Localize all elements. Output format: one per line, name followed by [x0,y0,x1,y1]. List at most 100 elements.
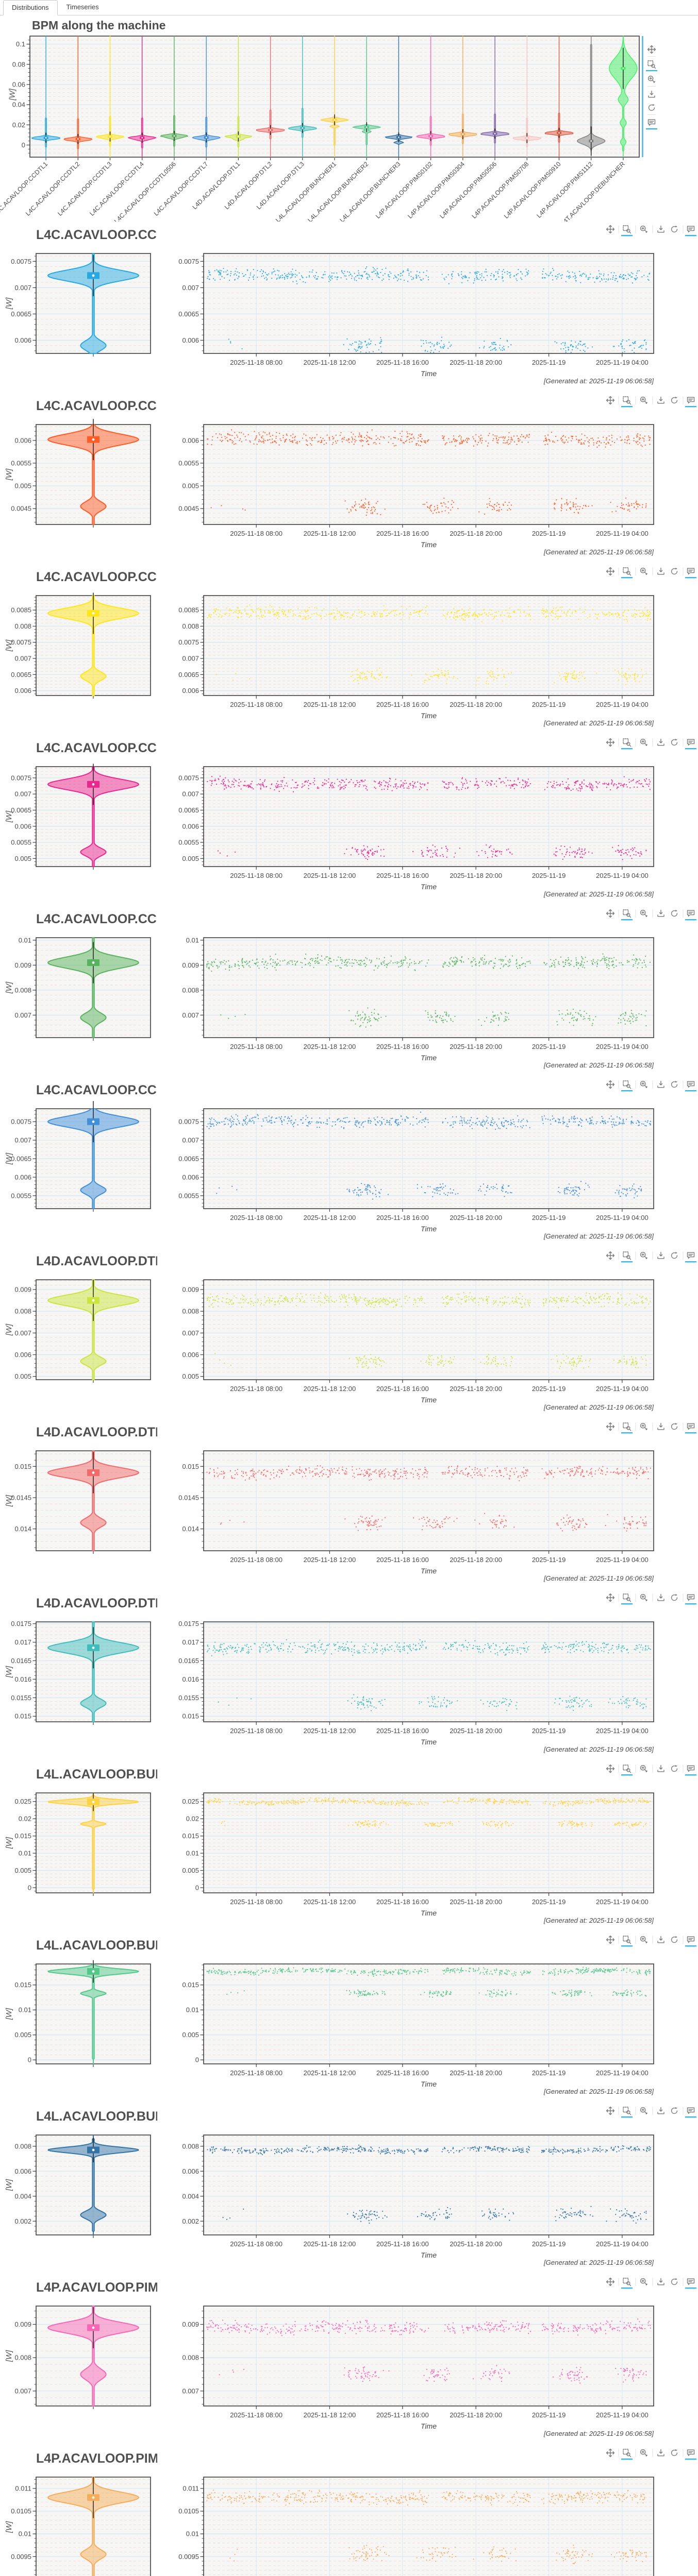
pan-icon[interactable] [606,1593,615,1602]
violin-chart[interactable]: 0.015 0.01 0.005 0 [W] [5,1960,151,2067]
download-icon[interactable] [657,225,664,233]
reset-axes-icon[interactable] [671,2107,678,2114]
box-zoom-icon[interactable] [621,2278,633,2289]
reset-axes-icon[interactable] [671,567,678,575]
pan-icon[interactable] [606,909,615,918]
reset-axes-icon[interactable] [671,1936,678,1943]
hover-tooltip-icon[interactable] [685,2107,696,2118]
hover-tooltip-icon[interactable] [685,2449,696,2460]
box-zoom-icon[interactable] [621,909,633,921]
pan-icon[interactable] [647,45,656,54]
violin-chart[interactable]: 0.0175 0.017 0.0165 0.016 0.0155 0.015 [W] [5,1620,151,1725]
timeseries-chart[interactable]: 0.0075 0.007 0.0065 0.006 0.0055 2025-11-18 0… [178,1108,654,1240]
tab-distributions[interactable]: Distributions [3,0,58,15]
reset-axes-icon[interactable] [671,738,678,746]
download-icon[interactable] [657,1251,664,1259]
timeseries-chart[interactable]: 0.025 0.02 0.015 0.01 0.005 0 2025-11-18 08:00… [182,1792,654,1924]
hover-tooltip-icon[interactable] [685,2278,696,2289]
download-icon[interactable] [657,1422,664,1430]
box-zoom-icon[interactable] [621,567,633,579]
timeseries-chart[interactable]: 0.0175 0.017 0.0165 0.016 0.0155 0.015 2025-11… [178,1620,654,1753]
violin-chart[interactable]: 0.008 0.006 0.004 0.002 [W] [5,2134,151,2238]
reset-axes-icon[interactable] [671,225,678,233]
reset-axes-icon[interactable] [671,1765,678,1772]
timeseries-chart[interactable]: 0.015 0.01 0.005 0 2025-11-18 08:00 2025-11-1… [182,1963,654,2095]
zoom-in-icon[interactable] [640,1765,648,1773]
zoom-in-icon[interactable] [640,1080,648,1089]
reset-axes-icon[interactable] [671,1594,678,1601]
pan-icon[interactable] [606,2448,615,2458]
download-icon[interactable] [648,90,655,98]
zoom-in-icon[interactable] [640,909,648,918]
pan-icon[interactable] [606,738,615,747]
timeseries-chart[interactable]: 0.008 0.006 0.004 0.002 2025-11-18 08:00 2025… [182,2134,654,2266]
timeseries-chart[interactable]: 0.0085 0.008 0.0075 0.007 0.0065 0.006 2025-11… [178,595,654,727]
overview-violin-svg[interactable]: 0.10.080.060.040.020L4C.ACAVLOOP.CCDTL1L… [0,15,698,222]
box-zoom-icon[interactable] [621,2449,633,2460]
zoom-in-icon[interactable] [640,1594,648,1602]
pan-icon[interactable] [606,1764,615,1773]
reset-axes-icon[interactable] [671,2278,678,2285]
violin-chart[interactable]: 0.0075 0.007 0.0065 0.006 0.0055 [W] [5,1101,151,1212]
zoom-in-icon[interactable] [640,2278,648,2286]
pan-icon[interactable] [606,1080,615,1089]
zoom-in-icon[interactable] [640,1422,648,1431]
violin-chart[interactable]: 0.0085 0.008 0.0075 0.007 0.0065 0.006 [W] [5,592,151,699]
timeseries-chart[interactable]: 0.009 0.008 0.007 0.006 0.005 2025-11-18 08:0… [182,1279,654,1411]
download-icon[interactable] [657,1765,664,1772]
pan-icon[interactable] [606,396,615,405]
hover-tooltip-icon[interactable] [685,1423,696,1434]
violin-chart[interactable]: 0.0075 0.007 0.0065 0.006 0.0055 0.005 [W] [5,764,151,870]
box-zoom-icon[interactable] [621,225,633,236]
hover-tooltip-icon[interactable] [646,119,657,130]
reset-axes-icon[interactable] [671,909,678,917]
hover-tooltip-icon[interactable] [685,226,696,236]
zoom-in-icon[interactable] [640,738,648,747]
timeseries-chart[interactable]: 0.0075 0.007 0.0065 0.006 2025-11-18 08:00 20… [178,253,654,385]
box-zoom-icon[interactable] [621,1936,633,1947]
zoom-in-icon[interactable] [647,75,656,83]
reset-axes-icon[interactable] [671,1422,678,1430]
violin-chart[interactable]: 0.009 0.008 0.007 [W] [5,2306,151,2409]
zoom-in-icon[interactable] [640,2449,648,2457]
zoom-in-icon[interactable] [640,1936,648,1944]
download-icon[interactable] [657,1594,664,1601]
download-icon[interactable] [657,2449,664,2456]
timeseries-chart[interactable]: 0.006 0.0055 0.005 0.0045 2025-11-18 08:00 20… [178,424,654,556]
reset-axes-icon[interactable] [671,1080,678,1088]
timeseries-chart[interactable]: 0.015 0.0145 0.014 2025-11-18 08:00 2025-11-… [178,1450,654,1582]
violin-chart[interactable]: 0.006 0.0055 0.005 0.0045 [W] [5,419,151,528]
pan-icon[interactable] [606,567,615,576]
violin-chart[interactable]: 0.015 0.0145 0.014 [W] [5,1450,151,1554]
hover-tooltip-icon[interactable] [685,739,696,750]
box-zoom-icon[interactable] [621,1765,633,1776]
reset-axes-icon[interactable] [671,2449,678,2456]
pan-icon[interactable] [606,2106,615,2115]
download-icon[interactable] [657,1936,664,1943]
zoom-in-icon[interactable] [640,567,648,575]
violin-chart[interactable]: 0.01 0.009 0.008 0.007 [W] [5,936,151,1041]
hover-tooltip-icon[interactable] [685,910,696,921]
tab-timeseries[interactable]: Timeseries [66,3,99,11]
reset-axes-icon[interactable] [671,396,678,404]
violin-chart[interactable]: 0.011 0.0105 0.01 0.0095 [W] [5,2477,151,2576]
download-icon[interactable] [657,2107,664,2114]
zoom-in-icon[interactable] [640,225,648,233]
box-zoom-icon[interactable] [621,738,633,750]
download-icon[interactable] [657,396,664,404]
hover-tooltip-icon[interactable] [685,397,696,408]
pan-icon[interactable] [606,1935,615,1944]
box-zoom-icon[interactable] [621,1422,633,1434]
download-icon[interactable] [657,909,664,917]
pan-icon[interactable] [606,1251,615,1260]
violin-chart[interactable]: 0.0075 0.007 0.0065 0.006 [W] [5,253,151,357]
hover-tooltip-icon[interactable] [685,1765,696,1776]
reset-axes-icon[interactable] [671,1251,678,1259]
box-zoom-icon[interactable] [621,396,633,408]
hover-tooltip-icon[interactable] [685,1936,696,1947]
pan-icon[interactable] [606,2277,615,2286]
timeseries-chart[interactable]: 0.0075 0.007 0.0065 0.006 0.0055 0.005 2025-11… [178,766,654,898]
violin-chart[interactable]: 0.025 0.02 0.015 0.01 0.005 0 [W] [5,1792,151,1896]
timeseries-chart[interactable]: 0.009 0.008 0.007 2025-11-18 08:00 2025-11-1… [182,2306,654,2437]
